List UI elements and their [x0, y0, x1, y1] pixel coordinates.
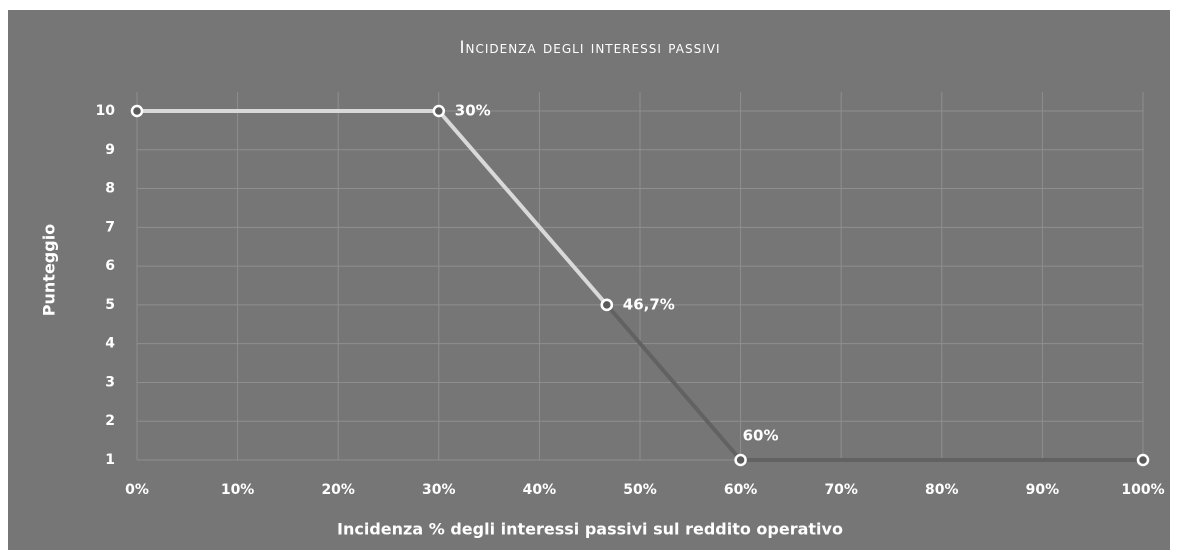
chart-background: [8, 10, 1170, 550]
data-label: 46,7%: [623, 295, 675, 313]
data-label: 30%: [455, 102, 491, 120]
y-tick-label: 10: [96, 103, 116, 119]
data-label: 60%: [743, 427, 779, 445]
y-tick-label: 3: [105, 374, 115, 390]
y-tick-label: 7: [105, 219, 115, 235]
point-marker: [600, 298, 614, 312]
x-tick-label: 20%: [321, 482, 355, 498]
point-marker: [432, 104, 446, 118]
y-axis-label: Punteggio: [40, 224, 59, 316]
y-tick-label: 6: [105, 258, 115, 274]
y-tick-label: 4: [105, 336, 115, 352]
y-tick-label: 2: [105, 413, 115, 429]
y-tick-label: 8: [105, 181, 115, 197]
x-tick-label: 40%: [523, 482, 557, 498]
x-tick-label: 10%: [221, 482, 255, 498]
y-tick-label: 9: [105, 142, 115, 158]
x-tick-label: 90%: [1026, 482, 1060, 498]
chart-title: Incidenza degli interessi passivi: [459, 38, 720, 58]
x-tick-label: 70%: [824, 482, 858, 498]
x-tick-label: 50%: [623, 482, 657, 498]
y-tick-label: 1: [105, 452, 115, 468]
x-tick-label: 0%: [125, 482, 149, 498]
point-marker: [1136, 453, 1150, 467]
x-tick-label: 80%: [925, 482, 959, 498]
x-tick-label: 100%: [1121, 482, 1164, 498]
x-tick-label: 60%: [724, 482, 758, 498]
point-marker: [130, 104, 144, 118]
x-axis-label: Incidenza % degli interessi passivi sul …: [337, 520, 843, 539]
x-tick-label: 30%: [422, 482, 456, 498]
point-marker: [734, 453, 747, 467]
y-tick-label: 5: [105, 297, 115, 313]
